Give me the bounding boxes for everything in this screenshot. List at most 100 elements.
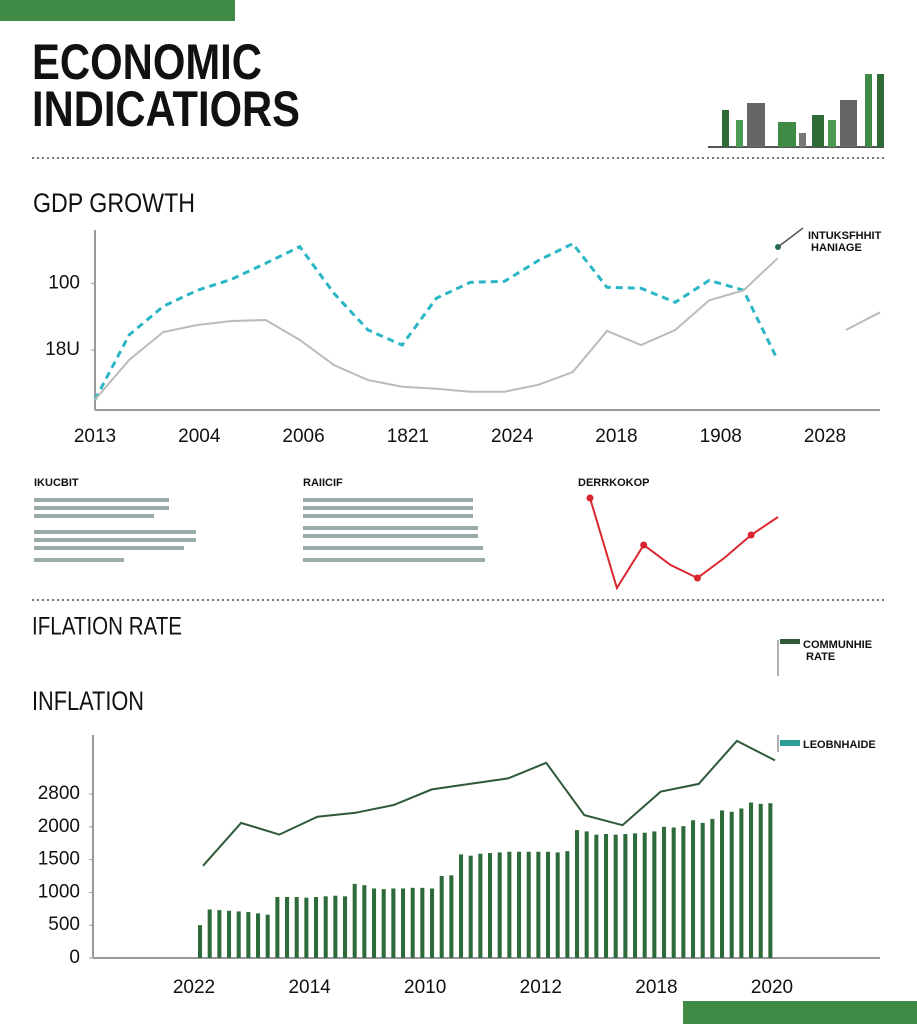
point: [693, 574, 701, 582]
bar: [256, 913, 261, 958]
bar: [652, 831, 657, 958]
x-tick-label: 2010: [404, 977, 446, 998]
x-tick-label: 2013: [74, 426, 116, 447]
bar: [642, 832, 647, 958]
bar: [671, 827, 676, 958]
bar: [536, 851, 541, 958]
y-tick-label: 1000: [38, 881, 80, 902]
x-tick-label: 2004: [178, 426, 221, 447]
bar: [372, 888, 377, 958]
bar: [352, 883, 357, 958]
x-tick-label: 2018: [635, 977, 677, 998]
bar: [623, 834, 628, 958]
bar: [691, 820, 696, 958]
bar: [420, 887, 425, 958]
bar: [700, 822, 705, 958]
x-tick-label: 2014: [288, 977, 331, 998]
bar: [488, 853, 493, 958]
legend-leader: [777, 227, 804, 248]
x-tick-label: 2024: [491, 426, 534, 447]
series-line: [202, 739, 776, 867]
bar: [449, 875, 454, 958]
y-tick-label: 2800: [38, 783, 80, 804]
title-line-1: ECONOMIC: [32, 34, 262, 90]
bar: [517, 851, 522, 958]
y-tick-label: 500: [48, 914, 80, 935]
y-tick-label: 2000: [38, 816, 80, 837]
bar: [613, 834, 618, 958]
bar: [478, 853, 483, 958]
bar: [246, 912, 251, 958]
bar: [198, 925, 203, 958]
bar: [729, 811, 734, 958]
bar: [546, 851, 551, 958]
top-accent: [0, 0, 235, 21]
point: [640, 541, 648, 549]
y-tick-label: 18U: [45, 339, 80, 360]
bar: [720, 810, 725, 958]
bottom-accent: [683, 1001, 917, 1024]
bar: [555, 852, 560, 958]
series-line: [93, 241, 779, 401]
bar: [681, 826, 686, 958]
panel-title: RAIICIF: [303, 477, 343, 489]
bar: [526, 851, 531, 958]
series-line: [94, 257, 881, 401]
legend-label: LEOBNHAIDE: [803, 739, 876, 751]
bar: [594, 834, 599, 958]
bar: [294, 897, 299, 958]
bar: [381, 889, 386, 958]
bar: [343, 896, 348, 958]
bar: [304, 897, 309, 958]
gdp-title: GDP GROWTH: [33, 188, 195, 218]
panel-title: IKUCBIT: [34, 477, 79, 489]
bar: [768, 803, 773, 958]
panel-title: DERRKOKOP: [578, 477, 650, 489]
bar: [497, 852, 502, 958]
bar: [584, 831, 589, 958]
point: [747, 531, 755, 539]
y-tick-label: 1500: [38, 849, 80, 870]
bar: [401, 888, 406, 958]
bar: [507, 851, 512, 958]
legend-marker: [780, 639, 800, 644]
x-tick-label: 2020: [751, 977, 793, 998]
bar: [565, 851, 570, 958]
bar: [323, 896, 328, 958]
bar: [662, 826, 667, 958]
title-line-2: INDICATIORS: [32, 81, 300, 137]
bar: [227, 910, 232, 958]
bar: [333, 895, 338, 958]
x-tick-label: 2012: [520, 977, 562, 998]
bar: [391, 888, 396, 958]
bar: [265, 914, 270, 958]
bar: [758, 803, 763, 958]
bar: [439, 876, 444, 958]
section-heading: IFLATION RATE: [32, 613, 182, 641]
legend-label: COMMUNHIE RATE: [803, 639, 872, 663]
bar: [236, 911, 241, 958]
bar: [285, 897, 290, 958]
bar: [575, 830, 580, 958]
legend-marker: [780, 740, 800, 746]
bar: [604, 834, 609, 958]
series-line: [589, 497, 779, 591]
bar: [410, 887, 415, 958]
header-icon: [708, 74, 884, 148]
legend-label: INTUKSFHHIT HANIAGE: [808, 230, 882, 254]
bar: [362, 885, 367, 958]
bar: [459, 854, 464, 958]
x-tick-label: 1821: [387, 426, 429, 447]
bar: [710, 818, 715, 958]
bar: [207, 909, 212, 958]
x-tick-label: 2006: [282, 426, 324, 447]
bar: [275, 897, 280, 958]
x-tick-label: 2018: [595, 426, 637, 447]
bar: [430, 888, 435, 958]
y-tick-label: 0: [69, 947, 80, 968]
y-tick-label: 100: [48, 272, 80, 293]
point: [586, 494, 594, 502]
bar: [739, 808, 744, 958]
bar: [633, 833, 638, 958]
